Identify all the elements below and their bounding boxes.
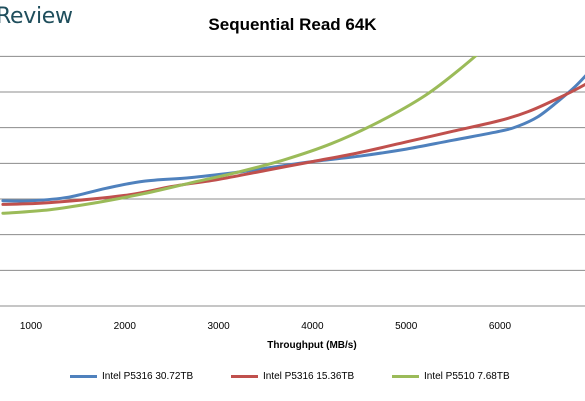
x-tick-label: 5000 (395, 321, 418, 332)
series-lines (1, 56, 585, 215)
chart-title: Sequential Read 64K (208, 15, 377, 34)
x-axis-ticks: 1000200030004000500060007 (20, 321, 512, 332)
legend-swatch (392, 375, 419, 378)
legend: Intel P5316 30.72TB Intel P5316 15.36TB … (0, 371, 585, 387)
legend-item-p5316-30tb: Intel P5316 30.72TB (70, 371, 193, 382)
series-line-2 (1, 82, 585, 206)
legend-label: Intel P5316 15.36TB (263, 371, 355, 382)
x-tick-label: 4000 (301, 321, 324, 332)
x-tick-label: 6000 (489, 321, 512, 332)
x-tick-label: 3000 (207, 321, 230, 332)
legend-swatch (231, 375, 258, 378)
legend-item-p5510-7tb: Intel P5510 7.68TB (392, 371, 510, 382)
x-axis-label: Throughput (MB/s) (267, 340, 356, 351)
x-tick-label: 2000 (114, 321, 137, 332)
logo-text: Review (0, 4, 73, 29)
legend-item-p5316-15tb: Intel P5316 15.36TB (231, 371, 354, 382)
gridlines (0, 55, 585, 307)
legend-label: Intel P5316 30.72TB (102, 371, 194, 382)
legend-label: Intel P5510 7.68TB (424, 371, 510, 382)
x-tick-label: 1000 (20, 321, 43, 332)
series-line-3 (1, 56, 478, 215)
legend-swatch (70, 375, 97, 378)
series-line-1 (1, 74, 585, 203)
